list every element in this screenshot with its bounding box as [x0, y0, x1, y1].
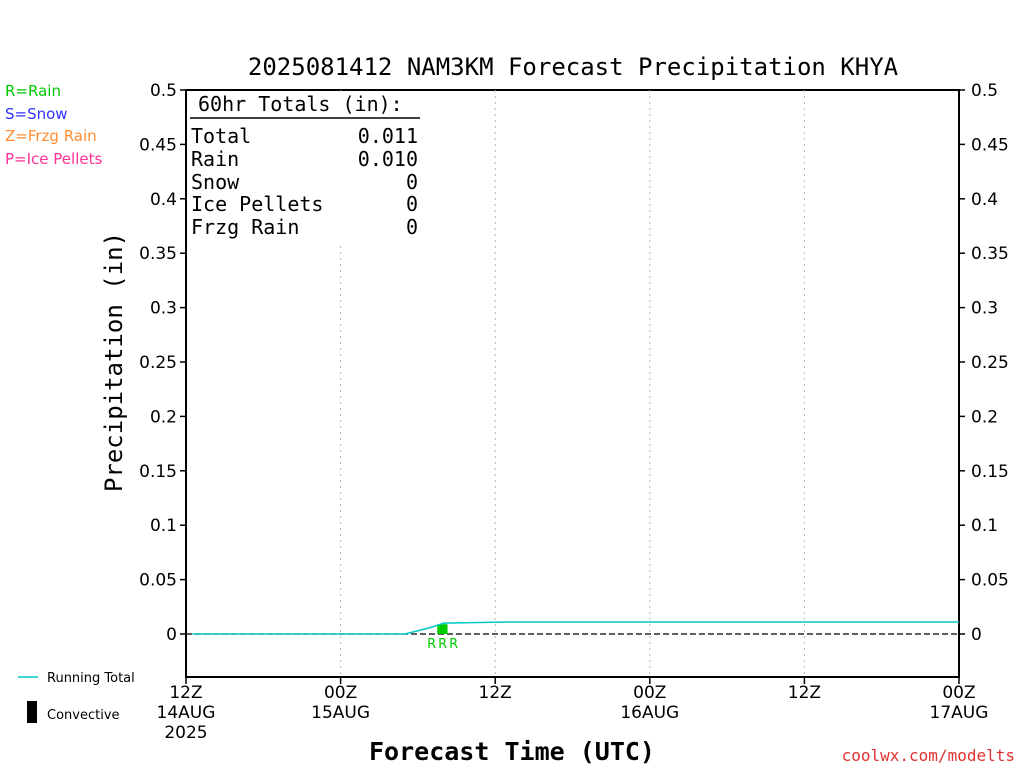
convective-swatch — [27, 701, 37, 723]
data-layer: RRR — [186, 621, 959, 652]
y-tick-label: 0.15 — [139, 462, 177, 482]
x-tick-label: 12Z — [479, 683, 512, 703]
y-tick-label: 0.3 — [150, 299, 177, 319]
totals-row-label: Rain — [191, 147, 239, 171]
running-total-line — [192, 621, 959, 635]
x-tick-label: 16AUG — [620, 703, 679, 723]
x-tick-label: 2025 — [164, 723, 207, 743]
totals-row-label: Frzg Rain — [191, 215, 299, 239]
x-tick-label: 17AUG — [930, 703, 989, 723]
y-tick-label: 0.1 — [150, 516, 177, 536]
y-tick-label: 0.35 — [971, 244, 1009, 264]
x-tick-label: 12Z — [788, 683, 821, 703]
convective-legend-label: Convective — [47, 708, 120, 723]
totals-row-value: 0 — [406, 215, 418, 239]
plot-frame — [185, 89, 960, 678]
credit-text: coolwx.com/modelts — [842, 746, 1015, 765]
y-tick-label: 0 — [166, 625, 177, 645]
precip-bar-rain — [437, 624, 448, 634]
y-tick-label: 0.35 — [139, 244, 177, 264]
x-tick-label: 12Z — [169, 683, 202, 703]
y-tick-label: 0.05 — [139, 571, 177, 591]
y-tick-label: 0.2 — [150, 407, 177, 427]
totals-row-label: Snow — [191, 170, 240, 194]
totals-row-value: 0 — [406, 192, 418, 216]
y-tick-label: 0.4 — [971, 190, 998, 210]
totals-row-label: Ice Pellets — [191, 192, 323, 216]
y-tick-label: 0.4 — [150, 190, 177, 210]
x-tick-label: 15AUG — [311, 703, 370, 723]
line-legend: Running Total Convective — [18, 671, 135, 723]
y-tick-label: 0.45 — [139, 135, 177, 155]
ptype-marker-text: RRR — [427, 637, 460, 652]
y-tick-label: 0.15 — [971, 462, 1009, 482]
legend-rain: R=Rain — [5, 82, 61, 100]
y-tick-label: 0.1 — [971, 516, 998, 536]
y-tick-label: 0.5 — [971, 81, 998, 101]
x-tick-label: 00Z — [942, 683, 975, 703]
x-tick-label: 14AUG — [157, 703, 216, 723]
totals-row-label: Total — [191, 124, 251, 148]
y-tick-label: 0 — [971, 625, 982, 645]
ptype-legend: R=Rain S=Snow Z=Frzg Rain P=Ice Pellets — [5, 82, 102, 168]
x-tick-label: 00Z — [633, 683, 666, 703]
y-ticks: 0 00.05 0.050.1 0.10.15 0.150.2 0.20.25 0.250.… — [139, 81, 1009, 645]
running-total-legend-label: Running Total — [47, 671, 135, 686]
y-tick-label: 0.5 — [150, 81, 177, 101]
legend-frzg-rain: Z=Frzg Rain — [5, 127, 97, 145]
y-tick-label: 0.45 — [971, 135, 1009, 155]
totals-row-value: 0.010 — [358, 147, 418, 171]
x-axis-label: Forecast Time (UTC) — [369, 737, 655, 766]
x-tick-label: 00Z — [324, 683, 357, 703]
totals-box: 60hr Totals (in): Total 0.011 Rain 0.010… — [188, 92, 426, 242]
legend-snow: S=Snow — [5, 105, 68, 123]
y-tick-label: 0.3 — [971, 299, 998, 319]
totals-header: 60hr Totals (in): — [198, 92, 403, 116]
legend-ice-pellets: P=Ice Pellets — [5, 150, 102, 168]
y-tick-label: 0.25 — [139, 353, 177, 373]
totals-row-value: 0 — [406, 170, 418, 194]
y-axis-label: Precipitation (in) — [100, 232, 128, 492]
totals-row-value: 0.011 — [358, 124, 418, 148]
y-tick-label: 0.2 — [971, 407, 998, 427]
chart-title: 2025081412 NAM3KM Forecast Precipitation… — [248, 53, 899, 81]
y-tick-label: 0.05 — [971, 571, 1009, 591]
y-tick-label: 0.25 — [971, 353, 1009, 373]
